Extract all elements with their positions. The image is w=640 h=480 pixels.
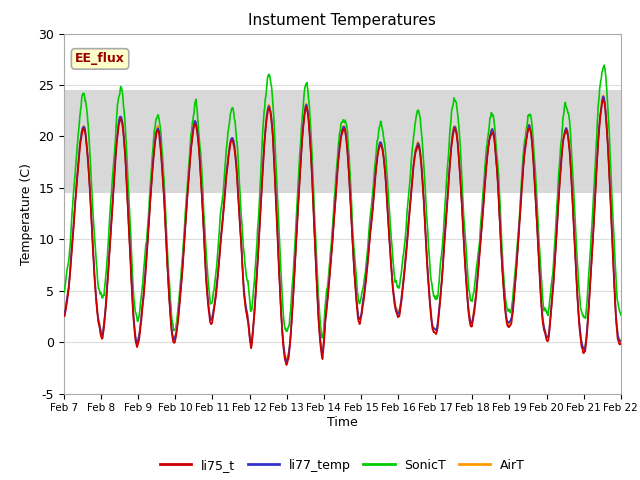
Text: EE_flux: EE_flux <box>75 52 125 65</box>
Bar <box>64 90 621 193</box>
Y-axis label: Temperature (C): Temperature (C) <box>20 163 33 264</box>
X-axis label: Time: Time <box>327 416 358 429</box>
Title: Instument Temperatures: Instument Temperatures <box>248 13 436 28</box>
Legend: li75_t, li77_temp, SonicT, AirT: li75_t, li77_temp, SonicT, AirT <box>155 454 530 477</box>
